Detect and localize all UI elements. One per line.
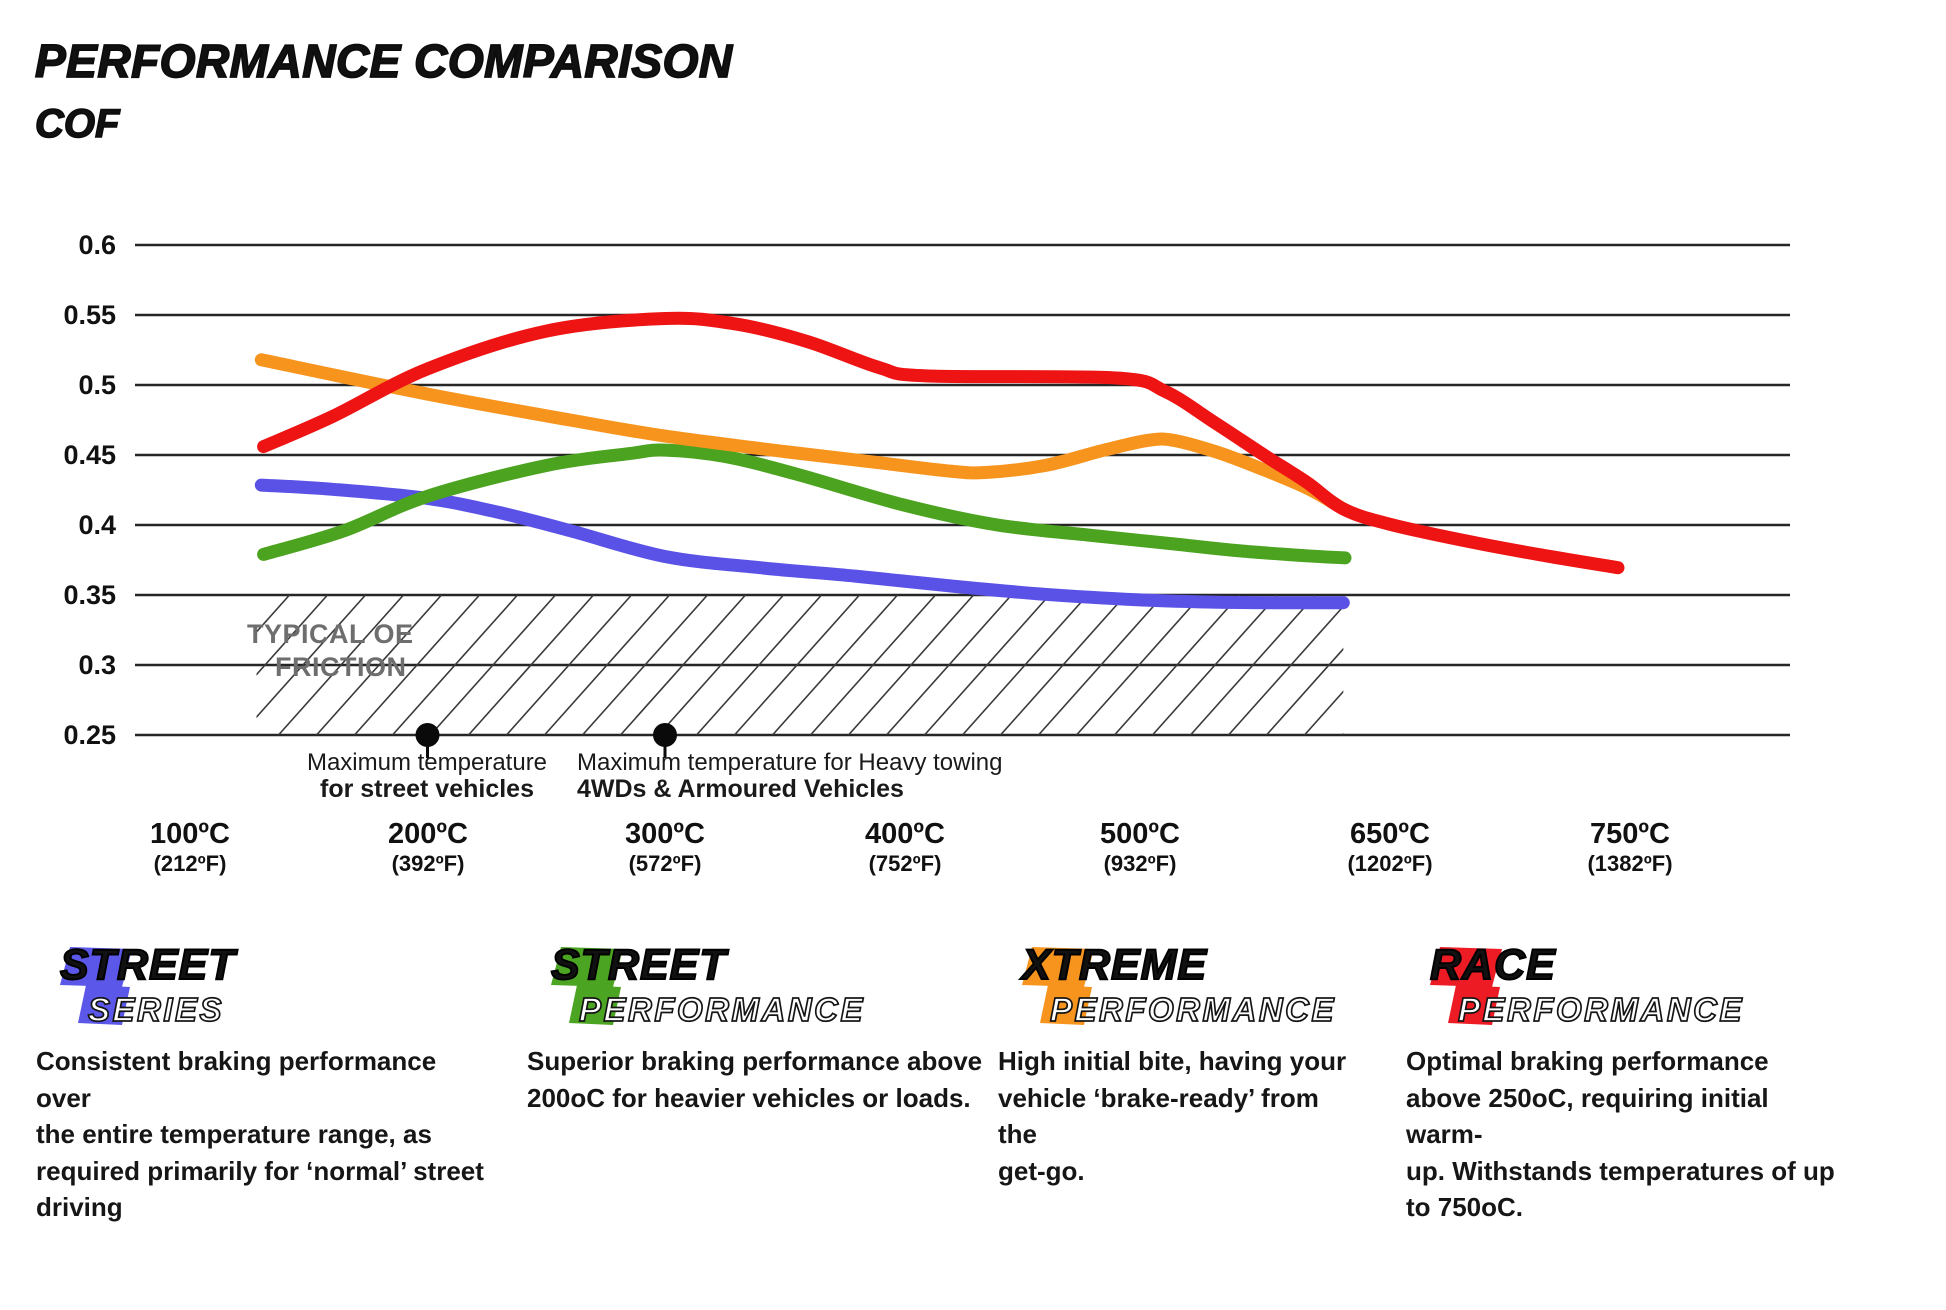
marker-annotation-street: Maximum temperature for street vehicles [306,749,548,803]
street-performance-logo: STREET PERFORMANCE [527,940,987,1039]
x-tick-300c: 300ºC (572ºF) [625,818,705,876]
legend-description: Optimal braking performance above 250oC,… [1406,1046,1835,1222]
legend-description: High initial bite, having your vehicle ‘… [998,1046,1347,1186]
x-tick-750c: 750ºC (1382ºF) [1587,818,1673,876]
y-tick-label: 0.45 [63,440,116,470]
y-tick-label: 0.6 [78,230,116,260]
legend-item-race-performance: RACE PERFORMANCE Optimal braking perform… [1406,940,1836,1222]
x-tick-100c: 100ºC (212ºF) [150,818,230,876]
y-tick-label: 0.4 [78,510,116,540]
legend-description: Consistent braking performance over the … [36,1046,484,1222]
marker-annotation-heavy-towing: Maximum temperature for Heavy towing 4WD… [577,749,1003,803]
x-tick-500c: 500ºC (932ºF) [1100,818,1180,876]
street-series-logo: STREET SERIES [36,940,496,1039]
brand-badge-icon [1430,947,1502,1025]
series-line-xtreme-performance [254,353,1350,516]
y-tick-label: 0.35 [63,580,116,610]
x-tick-400c: 400ºC (752ºF) [865,818,945,876]
race-performance-logo: RACE PERFORMANCE [1406,940,1836,1039]
max-temperature-dot [653,723,677,747]
brand-badge-icon [551,947,623,1025]
legend-description: Superior braking performance above 200oC… [527,1046,983,1113]
oe-friction-hatch [256,595,1344,735]
y-tick-label: 0.5 [78,370,116,400]
xtreme-performance-logo: XTREME PERFORMANCE [998,940,1358,1039]
series-line-street-performance [257,443,1352,565]
brand-badge-icon [60,947,132,1025]
y-tick-label: 0.55 [63,300,116,330]
legend-item-street-series: STREET SERIES Consistent braking perform… [36,940,496,1222]
series-line-race-performance [257,311,1625,575]
y-tick-label: 0.25 [63,720,116,750]
y-tick-label: 0.3 [78,650,116,680]
page-title: PERFORMANCE COMPARISON [34,34,733,88]
legend-item-street-performance: STREET PERFORMANCE Superior braking perf… [527,940,987,1112]
legend-item-xtreme-performance: XTREME PERFORMANCE High initial bite, ha… [998,940,1358,1185]
typical-oe-friction-label: TYPICAL OE FRICTION [247,619,414,682]
y-axis-title: COF [34,101,120,147]
brand-badge-icon [1022,947,1094,1025]
x-tick-650c: 650ºC (1202ºF) [1347,818,1433,876]
x-tick-200c: 200ºC (392ºF) [388,818,468,876]
max-temperature-dot [415,723,440,747]
